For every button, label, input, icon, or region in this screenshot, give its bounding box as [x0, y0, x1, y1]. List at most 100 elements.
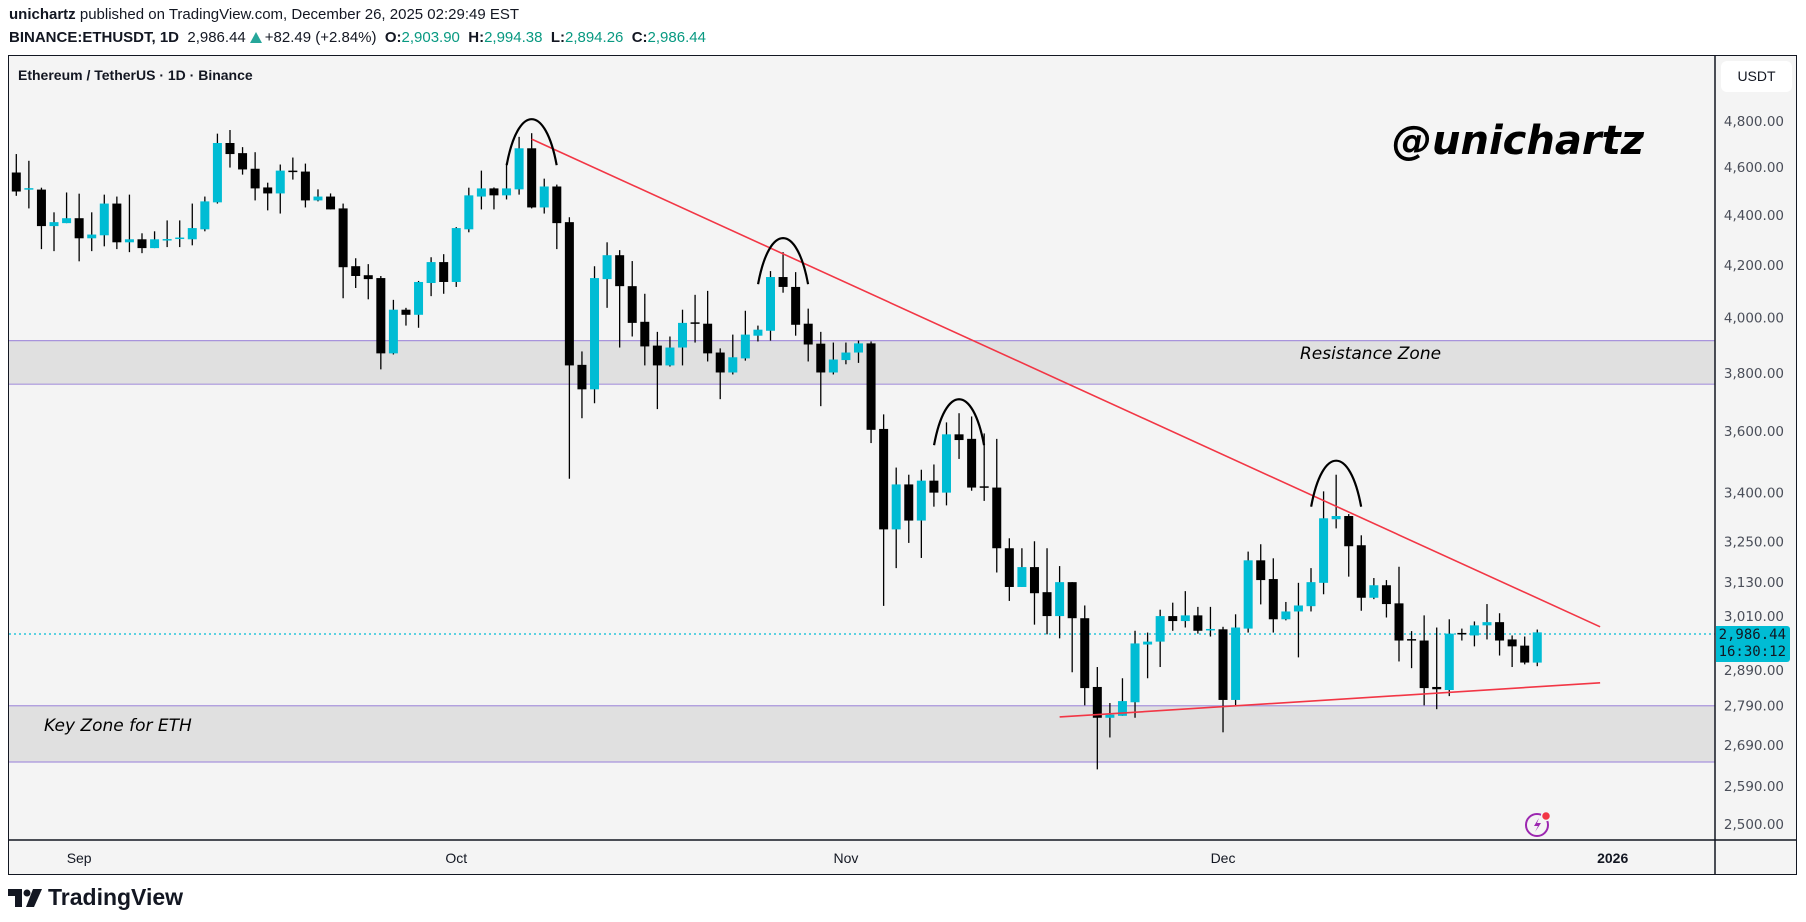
trendline[interactable]: [531, 138, 1601, 628]
candle-body-bear: [36, 189, 46, 227]
candle-body-bull: [1306, 582, 1316, 607]
swing-high-arc[interactable]: [756, 237, 810, 285]
candle-body-bear: [288, 170, 298, 173]
swing-high-arc[interactable]: [1310, 459, 1363, 507]
candle-body-bull: [740, 334, 750, 359]
candle-body-bull: [313, 196, 323, 201]
candle: [1067, 582, 1077, 673]
candle: [1180, 591, 1190, 628]
candle: [916, 469, 926, 558]
candle-body-bear: [137, 239, 147, 249]
trendline[interactable]: [1059, 681, 1601, 718]
candle-body-bull: [602, 255, 612, 280]
candle-body-bull: [388, 309, 398, 354]
swing-high-arc[interactable]: [505, 118, 558, 166]
candle-body-bear: [992, 487, 1002, 549]
candle-body-bull: [1105, 714, 1115, 718]
candle: [288, 157, 298, 180]
candle-body-bear: [238, 153, 248, 170]
candle-body-bear: [1268, 579, 1278, 620]
open-label: O:: [384, 29, 402, 46]
high-value: 2,994.38: [484, 29, 543, 46]
swing-high-arcs[interactable]: [505, 118, 1363, 507]
candle: [414, 280, 424, 328]
candle: [275, 164, 285, 214]
candle: [803, 308, 813, 362]
candle-body-bull: [1130, 643, 1140, 703]
time-tick-label: 2026: [1597, 850, 1628, 866]
candle: [967, 416, 977, 491]
candle: [1469, 621, 1479, 647]
candle-body-bull: [502, 188, 512, 196]
candle: [690, 294, 700, 343]
candle-body-bear: [326, 196, 336, 210]
candle: [1205, 606, 1215, 637]
candle: [250, 152, 260, 201]
candle: [376, 275, 386, 370]
symbol-info: BINANCE:ETHUSDT, 1D 2,986.44 +82.49 (+2.8…: [9, 29, 706, 46]
candle: [489, 187, 499, 210]
candle-body-bull: [426, 262, 436, 284]
candle: [853, 340, 863, 363]
published-text: published on TradingView.com, December 2…: [79, 6, 520, 23]
time-tick-label: Nov: [833, 850, 858, 866]
candle-body-bull: [1205, 628, 1215, 631]
candle: [1231, 614, 1241, 707]
candle-body-bear: [979, 486, 989, 488]
swing-high-arc[interactable]: [932, 398, 986, 446]
candle-body-bear: [1457, 632, 1467, 635]
candle: [363, 264, 373, 300]
candle: [212, 133, 222, 204]
candle-body-bull: [150, 239, 160, 249]
candle: [1344, 514, 1354, 577]
candle-body-bear: [778, 277, 788, 287]
candle: [1143, 632, 1153, 679]
currency-button[interactable]: USDT: [1721, 61, 1792, 92]
time-axis[interactable]: Sep Oct Nov Dec 2026: [67, 850, 1629, 866]
last-price: 2,986.44: [187, 29, 246, 46]
tradingview-logo-icon: [8, 888, 42, 907]
zone-1[interactable]: [9, 705, 1715, 763]
candles: [11, 130, 1542, 770]
price-axis[interactable]: 4,800.00 4,600.00 4,400.00 4,200.00 4,000.00…: [1724, 114, 1784, 833]
candle-body-bear: [250, 168, 260, 189]
candle-body-bear: [803, 323, 813, 345]
candle-body-bear: [816, 343, 826, 373]
candle-body-bull: [476, 188, 486, 197]
candle: [401, 307, 411, 326]
tradingview-logo[interactable]: TradingView: [8, 884, 183, 911]
candle-body-bull: [941, 434, 951, 493]
candle-body-bull: [766, 277, 775, 331]
price-tick-label: 3,250.00: [1724, 534, 1784, 550]
candle: [1331, 474, 1341, 529]
candle: [313, 189, 323, 202]
candle-body-bull: [414, 281, 424, 315]
candle-body-bull: [828, 359, 838, 373]
time-tick-label: Dec: [1211, 850, 1236, 866]
candle-body-bull: [451, 228, 461, 282]
candle: [678, 309, 688, 366]
pane-title: Ethereum / TetherUS · 1D · Binance: [18, 67, 253, 83]
tradingview-wordmark: TradingView: [48, 884, 184, 910]
candle-body-bull: [1469, 625, 1479, 636]
candle-body-bear: [1168, 616, 1178, 622]
candle-body-bear: [577, 364, 587, 390]
candle-body-bear: [1507, 639, 1517, 647]
candle: [652, 331, 662, 410]
candle: [866, 341, 876, 444]
candle-body-bear: [351, 266, 361, 276]
candle-body-bull: [200, 201, 210, 230]
candle: [753, 325, 763, 342]
trendlines[interactable]: [531, 138, 1601, 718]
lightning-alert-icon[interactable]: [1524, 810, 1552, 838]
candle-body-bull: [514, 148, 524, 190]
candle: [1155, 609, 1165, 668]
author-name[interactable]: unichartz: [9, 6, 76, 23]
candle: [1293, 582, 1303, 658]
candle-body-bear: [652, 345, 662, 366]
candle: [49, 212, 59, 252]
candle-body-bear: [904, 484, 914, 521]
price-tick-label: 2,500.00: [1724, 817, 1784, 833]
candle-body-bull: [728, 357, 738, 373]
